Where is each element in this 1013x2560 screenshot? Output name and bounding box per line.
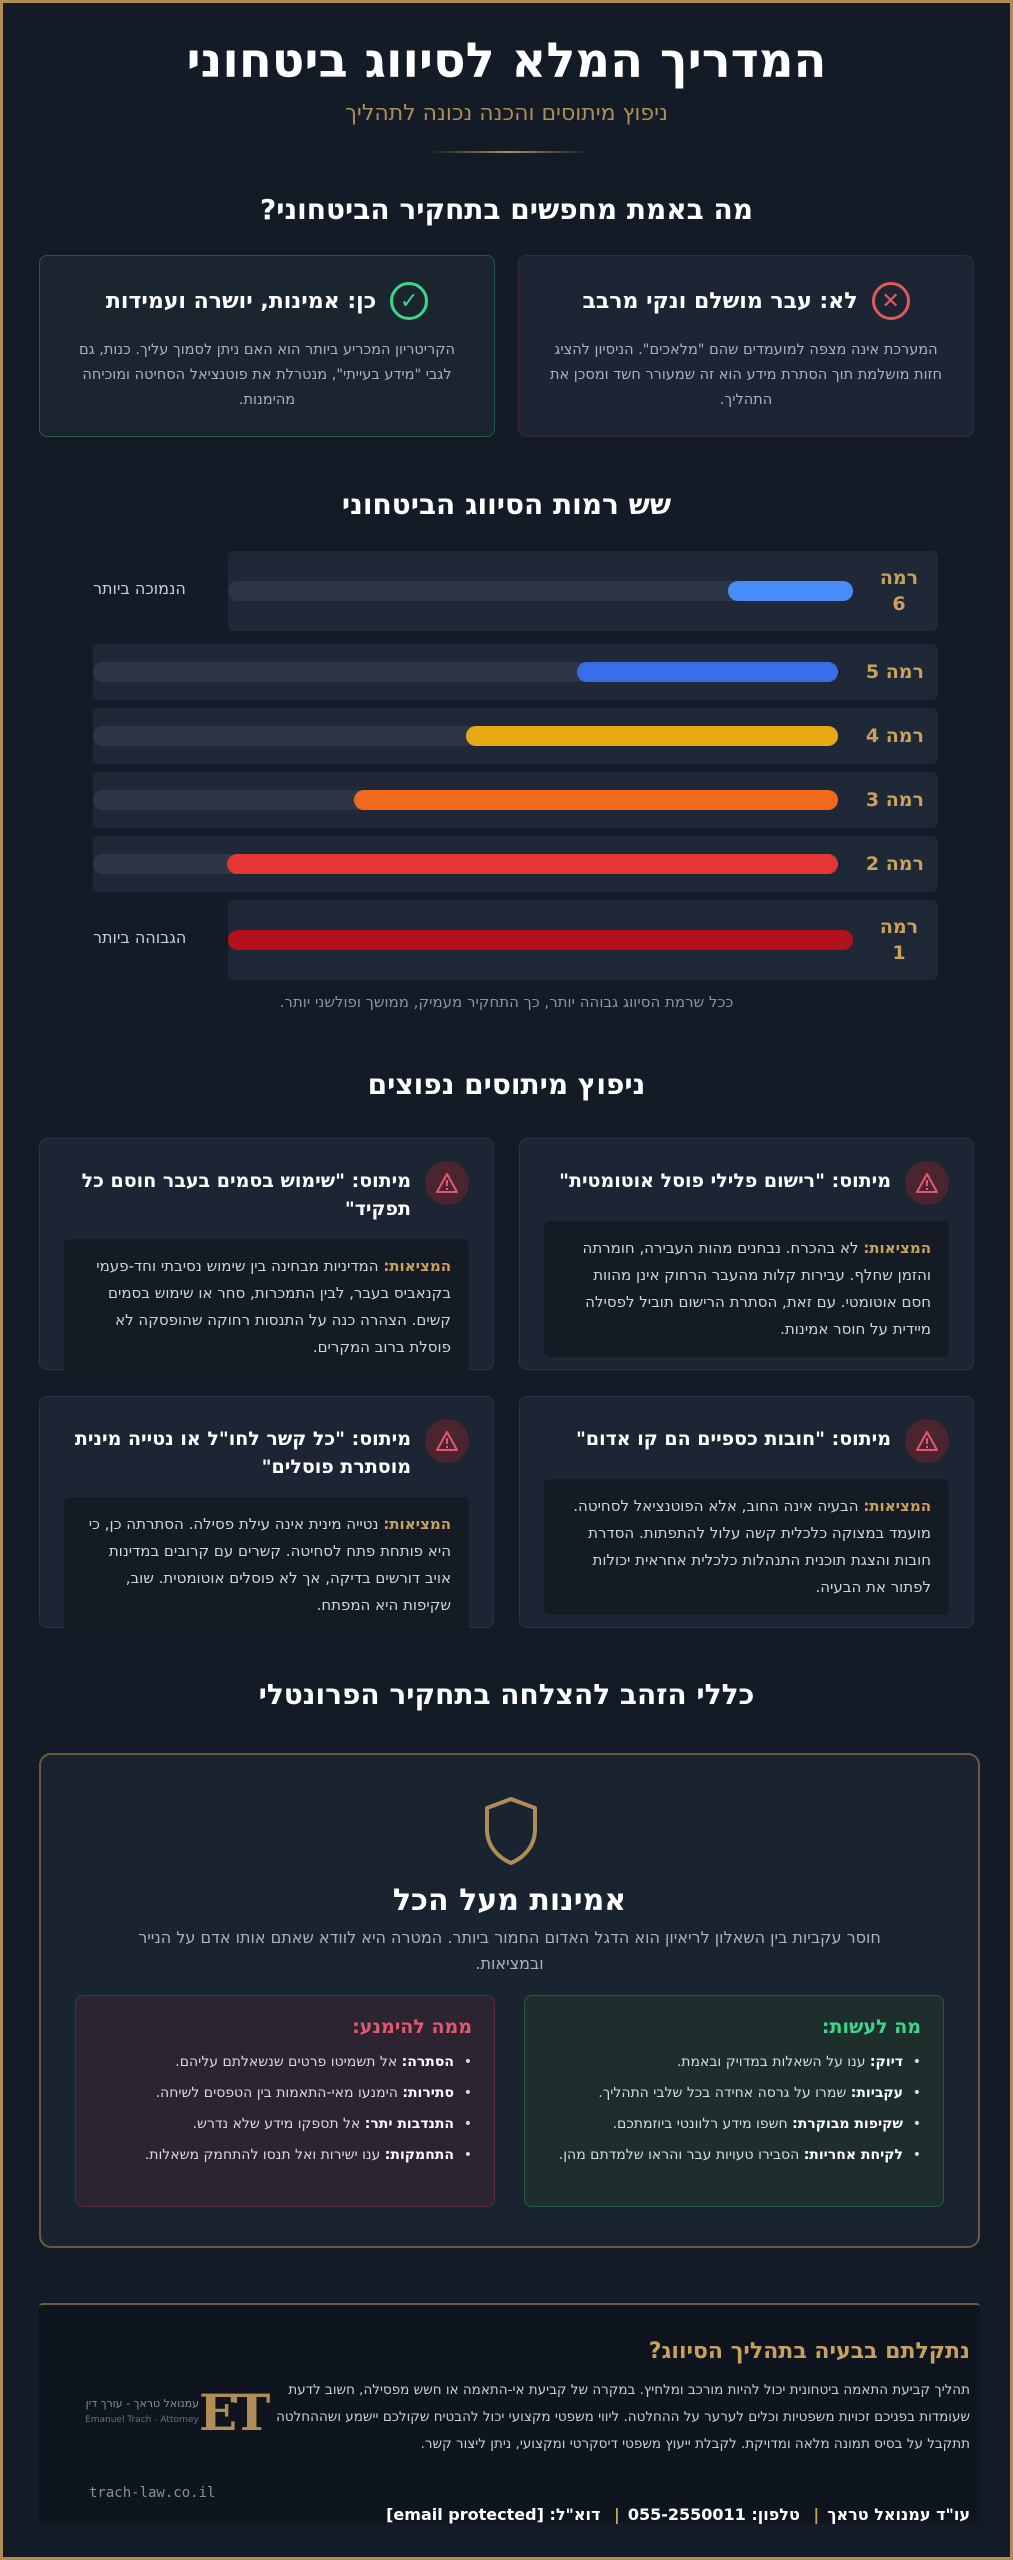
title-divider (429, 151, 589, 153)
level-track (93, 854, 838, 874)
logo-letters: ET (199, 2383, 270, 2442)
myth-reality-text: הבעיה אינה החוב, אלא הפוטנציאל לסחיטה. מ… (573, 1497, 931, 1596)
level-fill (465, 726, 838, 746)
level-note: הנמוכה ביותר (93, 579, 186, 598)
myth-title: מיתוס: "רישום פלילי פוסל אוטומטית" (559, 1170, 891, 1192)
contact-phone[interactable]: 055-2550011 (627, 2505, 746, 2524)
truth-yes-text: הקריטריון המכריע ביותר הוא האם ניתן לסמו… (79, 342, 455, 408)
myth-card: מיתוס: "שימוש בסמים בעבר חוסם כל תפקיד" … (39, 1138, 494, 1375)
dont-title: ממה להימנע: (352, 2016, 472, 2038)
level-fill (577, 662, 838, 682)
truth-no-title: לא: עבר מושלם ונקי מרבב (582, 288, 858, 314)
warning-icon (905, 1419, 949, 1463)
contact-line: עו"ד עמנואל טראך| טלפון: 055-2550011| דו… (386, 2505, 970, 2524)
golden-rules-box: אמינות מעל הכל חוסר עקביות בין השאלון לר… (39, 1753, 980, 2248)
myth-reality: המציאות: לא בהכרח. נבחנים מהות העבירה, ח… (544, 1221, 949, 1357)
level-fill (228, 930, 853, 950)
truth-heading: מה באמת מחפשים בתחקיר הביטחוני? (260, 193, 753, 226)
golden-heading: כללי הזהב להצלחה בתחקיר הפרונטלי (258, 1678, 755, 1711)
level-label: רמה 2 (865, 853, 924, 875)
truth-yes-title: כן: אמינות, יושרה ועמידות (105, 288, 377, 314)
golden-text: חוסר עקביות בין השאלון לריאיון הוא הדגל … (138, 1928, 881, 1973)
reality-tag: המציאות: (863, 1497, 931, 1515)
reality-tag: המציאות: (863, 1239, 931, 1257)
level-label: רמה 3 (865, 789, 924, 811)
myth-title: מיתוס: "שימוש בסמים בעבר חוסם כל תפקיד" (81, 1170, 411, 1220)
contact-footer: נתקלתם בבעיה בתהליך הסיווג? תהליך קביעת … (39, 2303, 980, 2524)
reality-tag: המציאות: (383, 1515, 451, 1533)
myth-title: מיתוס: "כל קשר לחו"ל או נטייה מינית מוסת… (74, 1428, 411, 1478)
dont-item: סתירות: הימנעו מאי-התאמות בין הטפסים לשי… (98, 2081, 472, 2105)
level-row: רמה 1 (228, 900, 938, 980)
level-row: רמה 6 (228, 551, 938, 631)
logo: ET עמנואל טראך - עורך דין Emanuel Trach … (39, 2383, 270, 2453)
level-track (93, 726, 838, 746)
dont-item: הסתרה: אל תשמיטו פרטים שנשאלתם עליהם. (98, 2050, 472, 2074)
footer-title: נתקלתם בבעיה בתהליך הסיווג? (648, 2339, 970, 2364)
myth-reality: המציאות: נטייה מינית אינה עילת פסילה. הס… (64, 1497, 469, 1633)
logo-subtitle: Emanuel Trach - Attorney (85, 2415, 199, 2425)
do-item: עקביות: שמרו על גרסה אחידה בכל שלבי התהל… (547, 2081, 921, 2105)
myth-reality-text: המדיניות מבחינה בין שימוש נסיבתי וחד-פעמ… (96, 1257, 451, 1356)
level-row: רמה 2 (93, 836, 938, 892)
myth-card: מיתוס: "כל קשר לחו"ל או נטייה מינית מוסת… (39, 1396, 494, 1633)
do-title: מה לעשות: (821, 2016, 921, 2038)
warning-icon (425, 1419, 469, 1463)
myth-card: מיתוס: "חובות כספיים הם קו אדום" המציאות… (519, 1396, 974, 1628)
myth-reality: המציאות: המדיניות מבחינה בין שימוש נסיבת… (64, 1239, 469, 1375)
truth-card-no: ✕ לא: עבר מושלם ונקי מרבב המערכת אינה מצ… (518, 255, 974, 437)
website-link[interactable]: trach-law.co.il (89, 2485, 216, 2501)
level-row: רמה 5 (93, 644, 938, 700)
level-track (228, 930, 853, 950)
truth-card-yes: ✓ כן: אמינות, יושרה ועמידות הקריטריון המ… (39, 255, 495, 437)
myth-reality-text: נטייה מינית אינה עילת פסילה. הסתרתה כן, … (88, 1515, 451, 1614)
do-list: מה לעשות: דיוק: ענו על השאלות במדויק ובא… (524, 1995, 944, 2207)
contact-email[interactable]: [email protected] (386, 2505, 544, 2524)
level-label: רמה 6 (879, 567, 919, 615)
level-fill (728, 581, 853, 601)
reality-tag: המציאות: (383, 1257, 451, 1275)
truth-no-text: המערכת אינה מצפה למועמדים שהם "מלאכים". … (549, 342, 943, 408)
level-label: רמה 4 (865, 725, 924, 747)
myth-card: מיתוס: "רישום פלילי פוסל אוטומטית" המציא… (519, 1138, 974, 1370)
page-title: המדריך המלא לסיווג ביטחוני (186, 33, 827, 89)
do-item: לקיחת אחריות: הסבירו טעויות עבר והראו של… (547, 2143, 921, 2167)
level-fill (227, 854, 838, 874)
level-fill (353, 790, 838, 810)
contact-name: עו"ד עמנואל טראך (827, 2505, 970, 2524)
myth-reality: המציאות: הבעיה אינה החוב, אלא הפוטנציאל … (544, 1479, 949, 1615)
level-track (93, 790, 838, 810)
level-track (93, 662, 838, 682)
dont-item: התחמקות: ענו ישירות ואל תנסו להתחמק משאל… (98, 2143, 472, 2167)
warning-icon (905, 1161, 949, 1205)
do-item: דיוק: ענו על השאלות במדויק ובאמת. (547, 2050, 921, 2074)
level-row: רמה 4 (93, 708, 938, 764)
x-circle-icon: ✕ (871, 282, 910, 320)
dont-item: התנדבות יתר: אל תספקו מידע שלא נדרש. (98, 2112, 472, 2136)
golden-title: אמינות מעל הכל (392, 1883, 627, 1918)
myth-reality-text: לא בהכרח. נבחנים מהות העבירה, חומרתה והז… (582, 1239, 931, 1338)
level-note: הגבוהה ביותר (93, 928, 187, 947)
check-circle-icon: ✓ (390, 282, 429, 320)
levels-heading: שש רמות הסיווג הביטחוני (341, 488, 672, 521)
footer-text: תהליך קביעת התאמה ביטחונית יכול להיות מו… (276, 2382, 970, 2452)
do-item: שקיפות מבוקרת: חשפו מידע רלוונטי ביוזמתכ… (547, 2112, 921, 2136)
page-subtitle: ניפוץ מיתוסים והכנה נכונה לתהליך (345, 101, 668, 126)
level-track (228, 581, 853, 601)
logo-name: עמנואל טראך - עורך דין (85, 2397, 199, 2410)
warning-icon (425, 1161, 469, 1205)
levels-caption: ככל שרמת הסיווג גבוהה יותר, כך התחקיר מע… (279, 993, 734, 1011)
dont-list: ממה להימנע: הסתרה: אל תשמיטו פרטים שנשאל… (75, 1995, 495, 2207)
myth-title: מיתוס: "חובות כספיים הם קו אדום" (575, 1428, 891, 1450)
level-label: רמה 1 (879, 916, 919, 964)
shield-icon (481, 1795, 541, 1871)
myths-heading: ניפוץ מיתוסים נפוצים (367, 1068, 646, 1101)
level-label: רמה 5 (865, 661, 924, 683)
level-row: רמה 3 (93, 772, 938, 828)
